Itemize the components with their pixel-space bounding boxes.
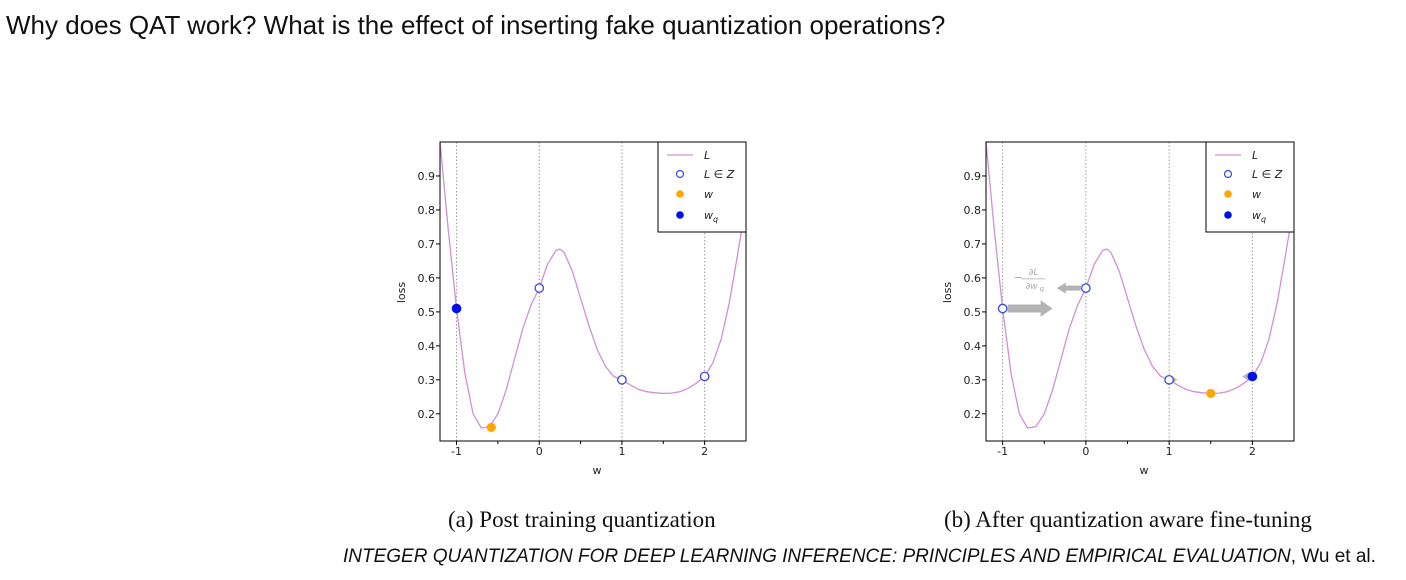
- y-tick-label: 0.5: [964, 306, 982, 319]
- lattice-point: [1081, 283, 1091, 293]
- legend-label: w: [704, 188, 713, 201]
- y-tick-label: 0.2: [964, 408, 982, 421]
- gradient-label-subscript: q: [1040, 285, 1045, 293]
- citation-authors: , Wu et al.: [1290, 546, 1376, 567]
- gradient-arrowhead: [1242, 371, 1250, 382]
- legend-swatch-w: [1224, 190, 1232, 198]
- weight-point-w: [1206, 388, 1216, 399]
- lattice-point: [617, 374, 627, 385]
- y-tick-label: 0.7: [964, 238, 982, 251]
- legend-label: L: [704, 149, 710, 162]
- legend-label: w: [1252, 188, 1261, 201]
- lattice-point: [997, 303, 1008, 314]
- legend-label: L ∈ Z: [1252, 168, 1283, 181]
- y-tick-label: 0.7: [418, 238, 436, 251]
- y-tick-label: 0.6: [964, 272, 982, 285]
- legend-label: L ∈ Z: [704, 168, 735, 181]
- gradient-label-numerator: ∂L: [1029, 268, 1039, 278]
- gradient-arrowhead: [1040, 300, 1053, 317]
- y-tick-label: 0.2: [418, 408, 436, 421]
- legend-label: L: [1252, 149, 1258, 162]
- caption-a: (a) Post training quantization: [448, 507, 716, 532]
- x-axis-label: w: [593, 464, 602, 477]
- gradient-label-denominator: ∂w: [1026, 282, 1039, 292]
- legend-label-subscript: q: [713, 215, 718, 224]
- citation-title: INTEGER QUANTIZATION FOR DEEP LEARNING I…: [343, 546, 1291, 567]
- legend-box: [657, 141, 747, 233]
- legend-swatch-lattice: [1223, 169, 1233, 179]
- loss-curve: [986, 142, 1294, 429]
- y-tick-label: 0.9: [964, 170, 982, 183]
- citation: INTEGER QUANTIZATION FOR DEEP LEARNING I…: [343, 546, 1376, 568]
- y-tick-label: 0.4: [964, 340, 982, 353]
- legend-label-subscript: q: [1261, 215, 1266, 224]
- legend-swatch-w: [676, 190, 684, 198]
- lattice-point: [534, 283, 545, 293]
- lattice-point: [1164, 374, 1174, 385]
- plot-post-training: 0.2 0.3 0.4 0.5 0.6 0.7 0.8 0.9 -1 0 1 2 w loss L L ∈ Z…: [395, 141, 747, 477]
- caption-b: (b) After quantization aware fine-tuning: [944, 507, 1312, 532]
- x-tick-label: 1: [618, 445, 625, 458]
- y-tick-label: 0.4: [418, 340, 436, 353]
- x-axis-label: w: [1140, 464, 1149, 477]
- y-tick-label: 0.3: [964, 374, 982, 387]
- legend-swatch-lattice: [675, 169, 685, 179]
- gradient-label-sign: −: [1014, 271, 1023, 284]
- x-tick-label: 0: [536, 445, 543, 458]
- x-tick-label: -1: [451, 445, 462, 458]
- loss-curve: [440, 142, 746, 429]
- legend-swatch-wq: [1224, 211, 1232, 219]
- weight-point-w: [486, 422, 496, 433]
- legend-box: [1205, 141, 1295, 233]
- x-tick-label: 2: [1249, 445, 1256, 458]
- x-tick-label: -1: [997, 445, 1008, 458]
- x-tick-label: 1: [1166, 445, 1173, 458]
- y-tick-label: 0.8: [964, 204, 982, 217]
- y-axis-label: loss: [395, 282, 408, 304]
- y-axis-label: loss: [941, 282, 954, 304]
- y-tick-label: 0.9: [418, 170, 436, 183]
- lattice-point: [699, 371, 710, 382]
- y-tick-label: 0.3: [418, 374, 436, 387]
- quantized-weight-wq: [1247, 371, 1257, 382]
- y-tick-label: 0.8: [418, 204, 436, 217]
- x-tick-label: 0: [1082, 445, 1089, 458]
- slide-title: Why does QAT work? What is the effect of…: [6, 10, 946, 40]
- y-tick-label: 0.5: [418, 306, 436, 319]
- x-tick-label: 2: [701, 445, 708, 458]
- y-tick-label: 0.6: [418, 272, 436, 285]
- quantized-weight-wq: [451, 303, 462, 314]
- legend-swatch-wq: [676, 211, 684, 219]
- axes-frame: [985, 141, 1295, 442]
- axes-frame: [439, 141, 747, 442]
- gradient-arrowhead: [1056, 282, 1066, 294]
